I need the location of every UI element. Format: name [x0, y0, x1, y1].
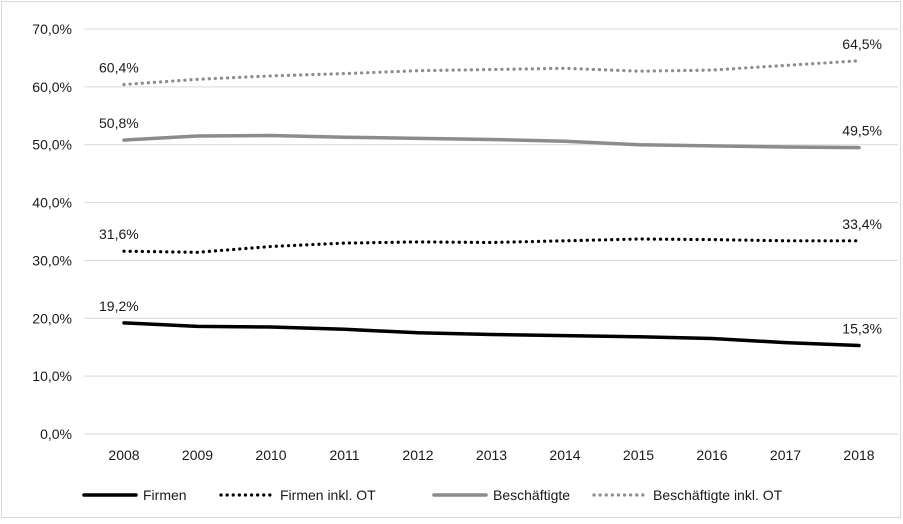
x-tick-label: 2011	[329, 447, 359, 463]
y-tick-label: 50,0%	[32, 137, 72, 153]
x-tick-label: 2018	[843, 447, 874, 463]
y-tick-label: 30,0%	[32, 252, 72, 268]
y-tick-label: 70,0%	[32, 21, 72, 37]
data-label-first-beschaeftigte: 50,8%	[99, 115, 139, 131]
x-tick-label: 2008	[108, 447, 139, 463]
y-tick-label: 10,0%	[32, 368, 72, 384]
data-label-last-beschaeftigte: 49,5%	[842, 123, 882, 139]
series-line-firmen	[122, 321, 861, 348]
x-tick-label: 2014	[549, 447, 580, 463]
data-label-first-beschaeftigte-inkl-ot: 60,4%	[99, 60, 139, 76]
legend-label-beschaeftigte-inkl-ot: Beschäftigte inkl. OT	[653, 487, 783, 503]
x-tick-label: 2013	[476, 447, 507, 463]
series-line-beschaeftigte-inkl-ot	[122, 59, 861, 87]
legend-label-beschaeftigte: Beschäftigte	[493, 487, 570, 503]
data-label-first-firmen-inkl-ot: 31,6%	[99, 226, 139, 242]
x-tick-label: 2010	[255, 447, 286, 463]
y-tick-label: 0,0%	[40, 426, 72, 442]
series-line-beschaeftigte	[122, 133, 861, 150]
y-tick-label: 60,0%	[32, 79, 72, 95]
x-tick-label: 2016	[696, 447, 727, 463]
legend-label-firmen-inkl-ot: Firmen inkl. OT	[280, 487, 376, 503]
x-tick-label: 2017	[770, 447, 801, 463]
x-tick-label: 2009	[182, 447, 213, 463]
x-tick-label: 2012	[402, 447, 433, 463]
legend-label-firmen: Firmen	[143, 487, 187, 503]
data-label-last-firmen: 15,3%	[842, 320, 882, 336]
y-tick-label: 40,0%	[32, 195, 72, 211]
y-tick-label: 20,0%	[32, 310, 72, 326]
x-tick-label: 2015	[623, 447, 654, 463]
data-label-last-firmen-inkl-ot: 33,4%	[842, 216, 882, 232]
data-label-first-firmen: 19,2%	[99, 298, 139, 314]
data-label-last-beschaeftigte-inkl-ot: 64,5%	[842, 36, 882, 52]
series-line-firmen-inkl-ot	[122, 237, 861, 254]
